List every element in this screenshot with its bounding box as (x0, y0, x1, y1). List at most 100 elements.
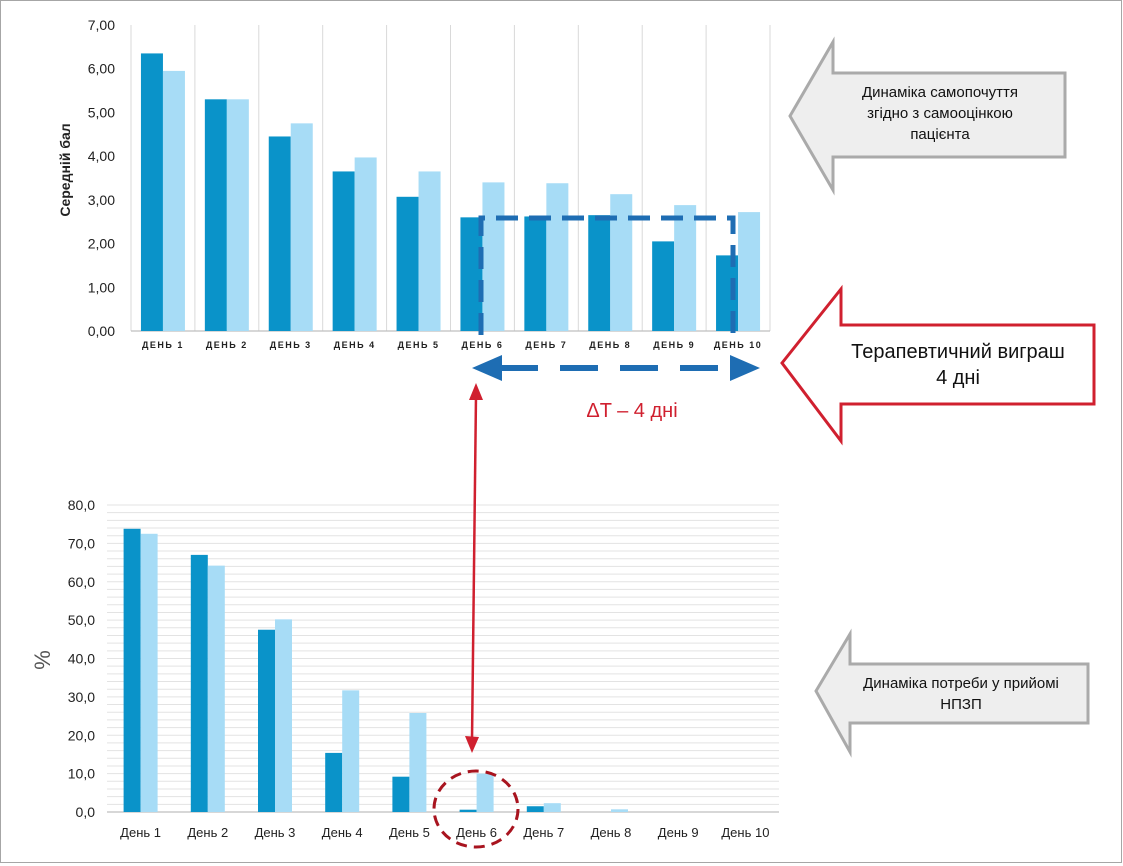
bottom-chart-y-tick-label: 80,0 (68, 497, 95, 513)
bottom-chart-x-tick-label: День 6 (456, 825, 497, 840)
bottom-chart-bar-series1-3 (258, 629, 275, 812)
top-chart-y-tick-label: 6,00 (88, 61, 115, 77)
self-assessment-callout: Динаміка самопочуття згідно з самооцінко… (788, 36, 1067, 196)
top-chart-bar-series2-9 (674, 205, 697, 331)
bottom-chart-x-tick-label: День 9 (658, 825, 699, 840)
top-chart-bars (140, 53, 761, 332)
bottom-chart-x-tick-label: День 2 (187, 825, 228, 840)
top-chart-x-tick-label: ДЕНЬ 1 (142, 340, 184, 350)
top-chart-y-label: Середній бал (57, 123, 73, 216)
bottom-chart-x-ticks: День 1 День 2 День 3 День 4 День 5 День 6 День… (120, 825, 769, 840)
bottom-chart-bar-series2-1 (140, 533, 158, 812)
bottom-chart-bars (123, 528, 628, 812)
bottom-chart-bar-series1-7 (526, 806, 544, 812)
top-chart-x-tick-label: ДЕНЬ 5 (398, 340, 440, 350)
self-assessment-line-1: Динаміка самопочуття (862, 84, 1018, 101)
bottom-chart-bar-series2-6 (476, 773, 494, 812)
bottom-chart-x-tick-label: День 5 (389, 825, 430, 840)
top-chart-bar-series2-3 (290, 123, 313, 331)
delta-t-arrow-right-head (730, 355, 760, 381)
delta-t-label: ΔT – 4 дні (586, 400, 677, 422)
top-chart-y-tick-label: 5,00 (88, 104, 115, 120)
top-chart-bar-series1-7 (524, 216, 547, 331)
bottom-chart-bar-series1-2 (190, 554, 208, 812)
bottom-chart-y-tick-label: 40,0 (68, 651, 95, 667)
bottom-chart-y-ticks: 0,0 10,0 20,0 30,0 40,0 50,0 60,0 70,0 80,0 (68, 497, 95, 820)
bottom-chart-x-tick-label: День 8 (591, 825, 632, 840)
bottom-chart-bar-series2-7 (543, 803, 561, 812)
top-chart-bar-series2-4 (354, 157, 377, 331)
top-chart-gridlines (130, 25, 771, 332)
top-chart-bar-series2-10 (738, 212, 761, 331)
bottom-chart-bar-series2-4 (342, 690, 360, 812)
top-chart-x-tick-label: ДЕНЬ 6 (462, 340, 504, 350)
top-chart-bar-series2-6 (482, 182, 505, 331)
bottom-chart-x-tick-label: День 1 (120, 825, 161, 840)
top-chart-bar-series1-1 (140, 53, 163, 332)
bottom-chart-bar-series2-2 (207, 565, 225, 812)
top-chart-bar-series2-1 (162, 70, 185, 332)
bottom-chart-x-tick-label: День 10 (721, 825, 769, 840)
bottom-chart-bar-series1-1 (123, 528, 141, 812)
therapeutic-gain-callout: Терапевтичний виграш 4 дні (780, 284, 1096, 446)
top-chart-bar-series1-8 (588, 215, 611, 331)
bottom-chart-y-label: % (30, 650, 55, 670)
bottom-chart-x-tick-label: День 3 (255, 825, 296, 840)
nsaid-need-arrow-shape (814, 628, 1090, 758)
bottom-chart-y-tick-label: 60,0 (68, 574, 95, 590)
top-chart-x-tick-label: ДЕНЬ 2 (206, 340, 248, 350)
top-chart-y-tick-label: 1,00 (88, 279, 115, 295)
therapeutic-gain-line-1: Терапевтичний виграш (851, 341, 1065, 363)
bottom-chart-bar-series1-6 (459, 809, 477, 812)
delta-t-arrow-left-head (472, 355, 502, 381)
bottom-chart-bar-series2-5 (409, 712, 427, 812)
bottom-chart-y-tick-label: 70,0 (68, 535, 95, 551)
top-chart-x-tick-label: ДЕНЬ 4 (334, 340, 376, 350)
top-chart-x-tick-label: ДЕНЬ 8 (589, 340, 631, 350)
bottom-chart-x-tick-label: День 7 (523, 825, 564, 840)
top-chart-x-ticks: ДЕНЬ 1 ДЕНЬ 2 ДЕНЬ 3 ДЕНЬ 4 ДЕНЬ 5 ДЕНЬ 6 ДЕНЬ… (142, 340, 762, 350)
top-chart-bar-series2-7 (546, 183, 569, 331)
bottom-chart-y-tick-label: 10,0 (68, 766, 95, 782)
top-chart-x-tick-label: ДЕНЬ 9 (653, 340, 695, 350)
top-chart-y-tick-label: 7,00 (88, 17, 115, 33)
bottom-chart-y-tick-label: 50,0 (68, 612, 95, 628)
link-arrow (465, 383, 483, 753)
bottom-chart-bar-series1-4 (325, 752, 343, 812)
bottom-chart-y-tick-label: 20,0 (68, 727, 95, 743)
top-chart-x-tick-label: ДЕНЬ 3 (270, 340, 312, 350)
top-chart-x-tick-label: ДЕНЬ 7 (525, 340, 567, 350)
top-chart-bar-series1-9 (652, 241, 675, 331)
self-assessment-line-2: згідно з самооцінкою (867, 105, 1013, 122)
bottom-chart-bar-series1-5 (392, 776, 410, 812)
gain-bracket-outline (478, 215, 736, 336)
top-chart-y-tick-label: 4,00 (88, 148, 115, 164)
bottom-chart-bar-series2-3 (275, 619, 292, 812)
delta-t-arrow (472, 355, 760, 381)
link-arrow-top-head (469, 383, 483, 400)
therapeutic-gain-arrow-shape (780, 284, 1096, 446)
top-chart-y-tick-label: 2,00 (88, 236, 115, 252)
top-chart-bar-series1-4 (332, 171, 355, 331)
self-assessment-arrow-shape (788, 36, 1067, 196)
top-chart-y-tick-label: 3,00 (88, 192, 115, 208)
top-chart-bar-series2-8 (610, 194, 633, 331)
bottom-chart-y-tick-label: 30,0 (68, 689, 95, 705)
top-chart-bar-series1-3 (268, 136, 291, 331)
bottom-chart-bar-series2-8 (611, 809, 628, 812)
top-chart-y-ticks: 0,00 1,00 2,00 3,00 4,00 5,00 6,00 7,00 (88, 17, 115, 339)
top-chart-bar-series2-5 (418, 171, 441, 331)
nsaid-need-line-2: НПЗП (940, 696, 981, 713)
gain-bracket (478, 215, 736, 336)
nsaid-need-chart: 0,0 10,0 20,0 30,0 40,0 50,0 60,0 70,0 80,0 День… (30, 497, 779, 840)
link-arrow-bottom-head (465, 736, 479, 753)
self-assessment-line-3: пацієнта (910, 126, 970, 143)
top-chart-x-tick-label: ДЕНЬ 10 (714, 340, 762, 350)
top-chart-bar-series2-2 (226, 99, 249, 331)
top-chart-bar-series1-2 (204, 99, 227, 331)
nsaid-need-line-1: Динаміка потреби у прийомі (863, 675, 1059, 692)
therapeutic-gain-line-2: 4 дні (936, 367, 980, 389)
nsaid-need-callout: Динаміка потреби у прийомі НПЗП (814, 628, 1090, 758)
